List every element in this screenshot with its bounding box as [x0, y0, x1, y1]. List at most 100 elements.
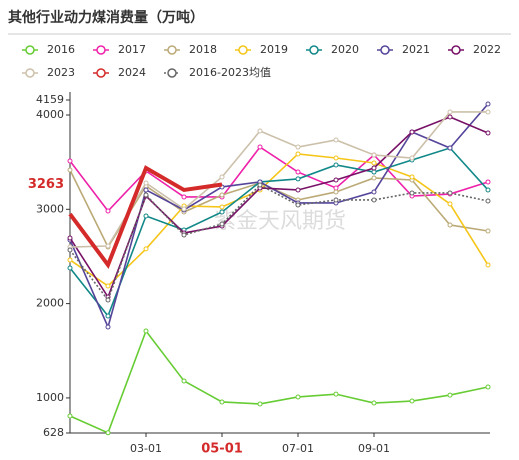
series-line — [69, 116, 489, 299]
y-tick-label: 2000 — [36, 297, 64, 310]
point — [409, 190, 415, 196]
point — [371, 400, 377, 406]
point — [295, 144, 301, 150]
point — [485, 179, 491, 185]
series-line — [69, 111, 488, 248]
point — [105, 313, 111, 319]
point — [485, 384, 491, 390]
point — [67, 265, 73, 271]
point — [67, 235, 73, 241]
point — [295, 394, 301, 400]
point — [447, 145, 453, 151]
legend-label[interactable]: 2016 — [47, 43, 75, 56]
point — [181, 232, 187, 238]
point — [447, 222, 453, 228]
chart-title: 其他行业动力煤消费量（万吨） — [8, 9, 204, 26]
series-line — [69, 153, 489, 288]
point — [409, 155, 415, 161]
point — [371, 175, 377, 181]
point — [447, 109, 453, 115]
point — [485, 101, 491, 107]
point — [409, 398, 415, 404]
point — [143, 180, 149, 186]
point — [257, 401, 263, 407]
point — [371, 160, 377, 166]
point — [257, 182, 263, 188]
legend-label[interactable]: 2019 — [260, 43, 288, 56]
point — [333, 162, 339, 168]
point — [143, 187, 149, 193]
point — [219, 399, 225, 405]
y-tick-label: 1000 — [36, 391, 64, 404]
legend-marker[interactable] — [451, 45, 461, 55]
point — [105, 243, 111, 249]
legend-marker[interactable] — [167, 45, 177, 55]
legend-label[interactable]: 2024 — [118, 66, 146, 79]
point — [219, 174, 225, 180]
y-tick-label: 628 — [43, 426, 64, 439]
point — [485, 187, 491, 193]
y-tick-label: 4159 — [36, 93, 64, 106]
point — [447, 190, 453, 196]
legend-label[interactable]: 2016-2023均值 — [189, 66, 271, 79]
point — [333, 137, 339, 143]
point — [67, 158, 73, 164]
point — [295, 176, 301, 182]
point — [257, 128, 263, 134]
point — [181, 378, 187, 384]
legend-marker[interactable] — [238, 45, 248, 55]
legend-label[interactable]: 2021 — [402, 43, 430, 56]
legend-marker[interactable] — [167, 68, 177, 78]
point — [105, 208, 111, 214]
point — [447, 201, 453, 207]
series-line — [69, 329, 489, 434]
legend-label[interactable]: 2017 — [118, 43, 146, 56]
series-line — [69, 169, 489, 249]
point — [295, 169, 301, 175]
legend-label[interactable]: 2023 — [47, 66, 75, 79]
legend-marker[interactable] — [309, 45, 319, 55]
point — [485, 109, 491, 115]
point — [485, 262, 491, 268]
watermark: 紫金天风期货 — [214, 209, 346, 234]
point — [485, 228, 491, 234]
point — [447, 114, 453, 120]
point — [409, 129, 415, 135]
point — [485, 130, 491, 136]
point — [371, 189, 377, 195]
legend-label[interactable]: 2018 — [189, 43, 217, 56]
legend-marker[interactable] — [25, 68, 35, 78]
point — [105, 283, 111, 289]
y-tick-label: 4000 — [36, 108, 64, 121]
point — [333, 197, 339, 203]
point — [219, 204, 225, 210]
point — [143, 192, 149, 198]
point — [333, 155, 339, 161]
y-marker-label: 3263 — [28, 177, 64, 192]
point — [333, 391, 339, 397]
y-tick-label: 3000 — [36, 202, 64, 215]
point — [371, 152, 377, 158]
x-tick-label: 09-01 — [358, 442, 390, 455]
legend-marker[interactable] — [25, 45, 35, 55]
point — [447, 392, 453, 398]
point — [371, 165, 377, 171]
series-line — [69, 147, 489, 318]
point — [333, 189, 339, 195]
point — [105, 324, 111, 330]
point — [67, 257, 73, 263]
point — [295, 202, 301, 208]
legend-label[interactable]: 2022 — [473, 43, 501, 56]
point — [181, 206, 187, 212]
point — [371, 197, 377, 203]
legend-marker[interactable] — [96, 68, 106, 78]
legend-marker[interactable] — [96, 45, 106, 55]
legend-marker[interactable] — [380, 45, 390, 55]
point — [67, 167, 73, 173]
x-tick-label: 03-01 — [130, 442, 162, 455]
x-tick-label: 07-01 — [282, 442, 314, 455]
point — [409, 174, 415, 180]
legend-label[interactable]: 2020 — [331, 43, 359, 56]
x-tick-label: 05-01 — [201, 442, 243, 457]
